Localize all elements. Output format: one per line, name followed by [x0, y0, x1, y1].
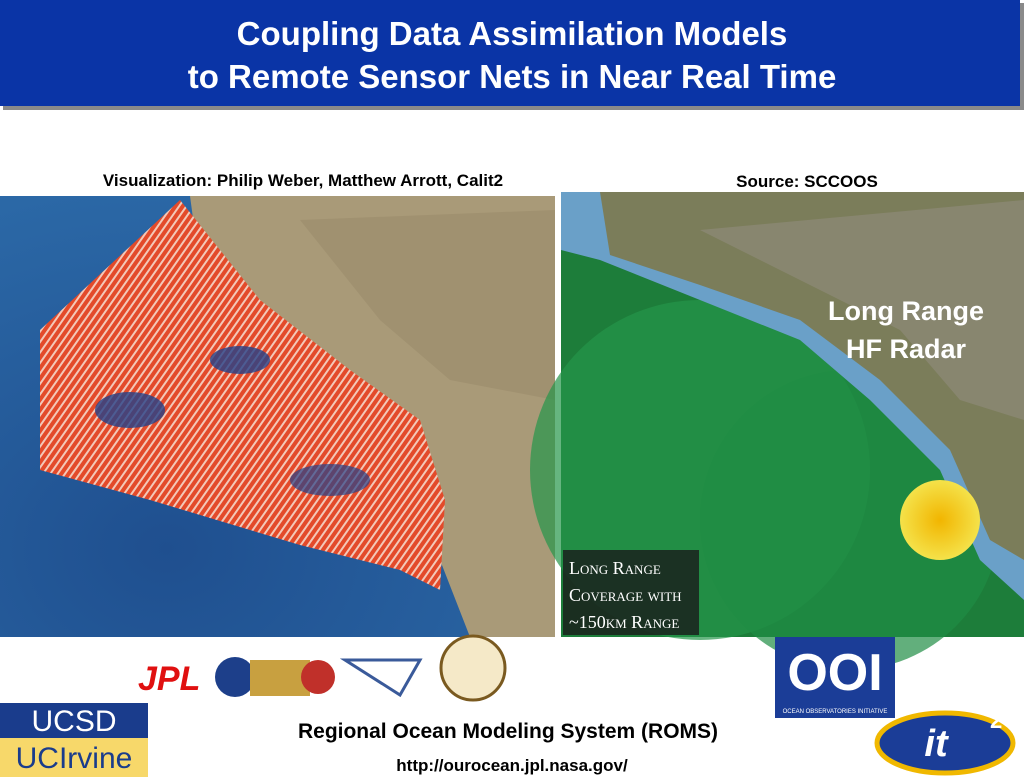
header-band	[0, 0, 1020, 106]
left-caption: Visualization: Philip Weber, Matthew Arr…	[103, 171, 503, 190]
it2-text: it	[924, 723, 949, 765]
ooi-subtext: OCEAN OBSERVATORIES INITIATIVE	[783, 709, 888, 715]
title-line: to Remote Sensor Nets in Near Real Time	[188, 58, 837, 95]
jpl-logo: JPL	[138, 660, 200, 698]
footer-url[interactable]: http://ourocean.jpl.nasa.gov/	[396, 756, 628, 775]
legend-line: ~150km Range	[569, 612, 679, 632]
legend-line: Long Range	[569, 558, 661, 578]
ooi-text: OOI	[787, 644, 882, 702]
ooi-logo	[775, 637, 895, 718]
it2-logo	[874, 710, 1016, 776]
uci-logo	[0, 738, 148, 777]
ocean-visualization	[0, 196, 555, 637]
overlay-line: HF Radar	[846, 334, 967, 364]
hf-radar-map	[530, 192, 1024, 670]
overlay-line: Long Range	[828, 296, 984, 326]
uci-text: UCIrvine	[16, 742, 133, 775]
partner-logos	[215, 634, 507, 702]
legend-line: Coverage with	[569, 585, 682, 605]
it2-sup: 2	[990, 708, 1002, 733]
ucsd-logo	[0, 703, 148, 738]
ucsd-text: UCSD	[31, 705, 116, 738]
title-line: Coupling Data Assimilation Models	[237, 15, 788, 52]
right-caption: Source: SCCOOS	[736, 172, 878, 191]
footer-title: Regional Ocean Modeling System (ROMS)	[298, 720, 718, 743]
